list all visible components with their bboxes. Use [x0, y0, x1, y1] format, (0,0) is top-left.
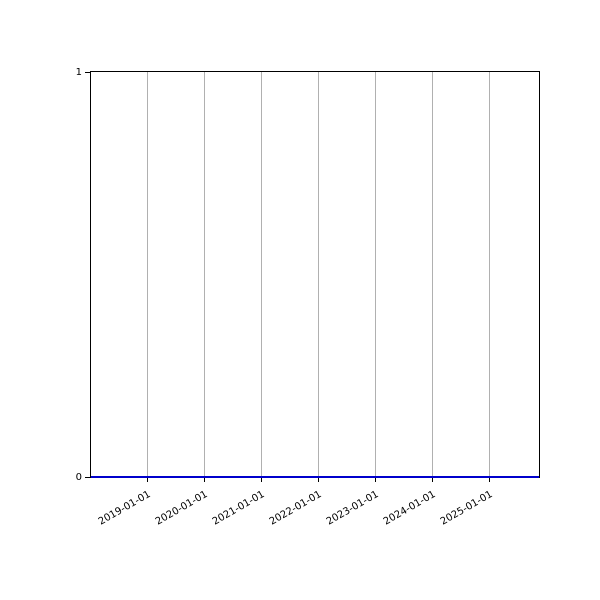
x-tick-label: 2024-01-01	[381, 489, 438, 528]
x-tick-mark	[431, 477, 433, 482]
x-tick-label: 2023-01-01	[324, 489, 381, 528]
plot-area: 2019-01-01 2020-01-01 2021-01-01 2022-01-01…	[76, 68, 540, 528]
x-gridline	[488, 72, 490, 477]
x-gridline	[431, 72, 433, 477]
x-gridline	[146, 72, 148, 477]
x-tick-mark	[146, 477, 148, 482]
x-tick-label: 2022-01-01	[267, 489, 324, 528]
x-tick-mark	[488, 477, 490, 482]
data-line-flat-line-at-zero	[91, 476, 539, 478]
x-gridline	[374, 72, 376, 477]
x-tick-mark	[260, 477, 262, 482]
x-tick-mark	[374, 477, 376, 482]
x-gridline	[260, 72, 262, 477]
y-tick-label: 1	[75, 67, 82, 78]
y-tick-mark	[85, 477, 91, 478]
x-tick-label: 2019-01-01	[96, 489, 153, 528]
y-tick-mark	[85, 72, 91, 73]
y-tick-label: 0	[75, 472, 82, 483]
x-gridline	[317, 72, 319, 477]
x-tick-mark	[203, 477, 205, 482]
x-tick-label: 2025-01-01	[438, 489, 495, 528]
x-tick-label: 2020-01-01	[153, 489, 210, 528]
x-tick-label: 2021-01-01	[210, 489, 267, 528]
x-gridline	[203, 72, 205, 477]
x-tick-mark	[317, 477, 319, 482]
